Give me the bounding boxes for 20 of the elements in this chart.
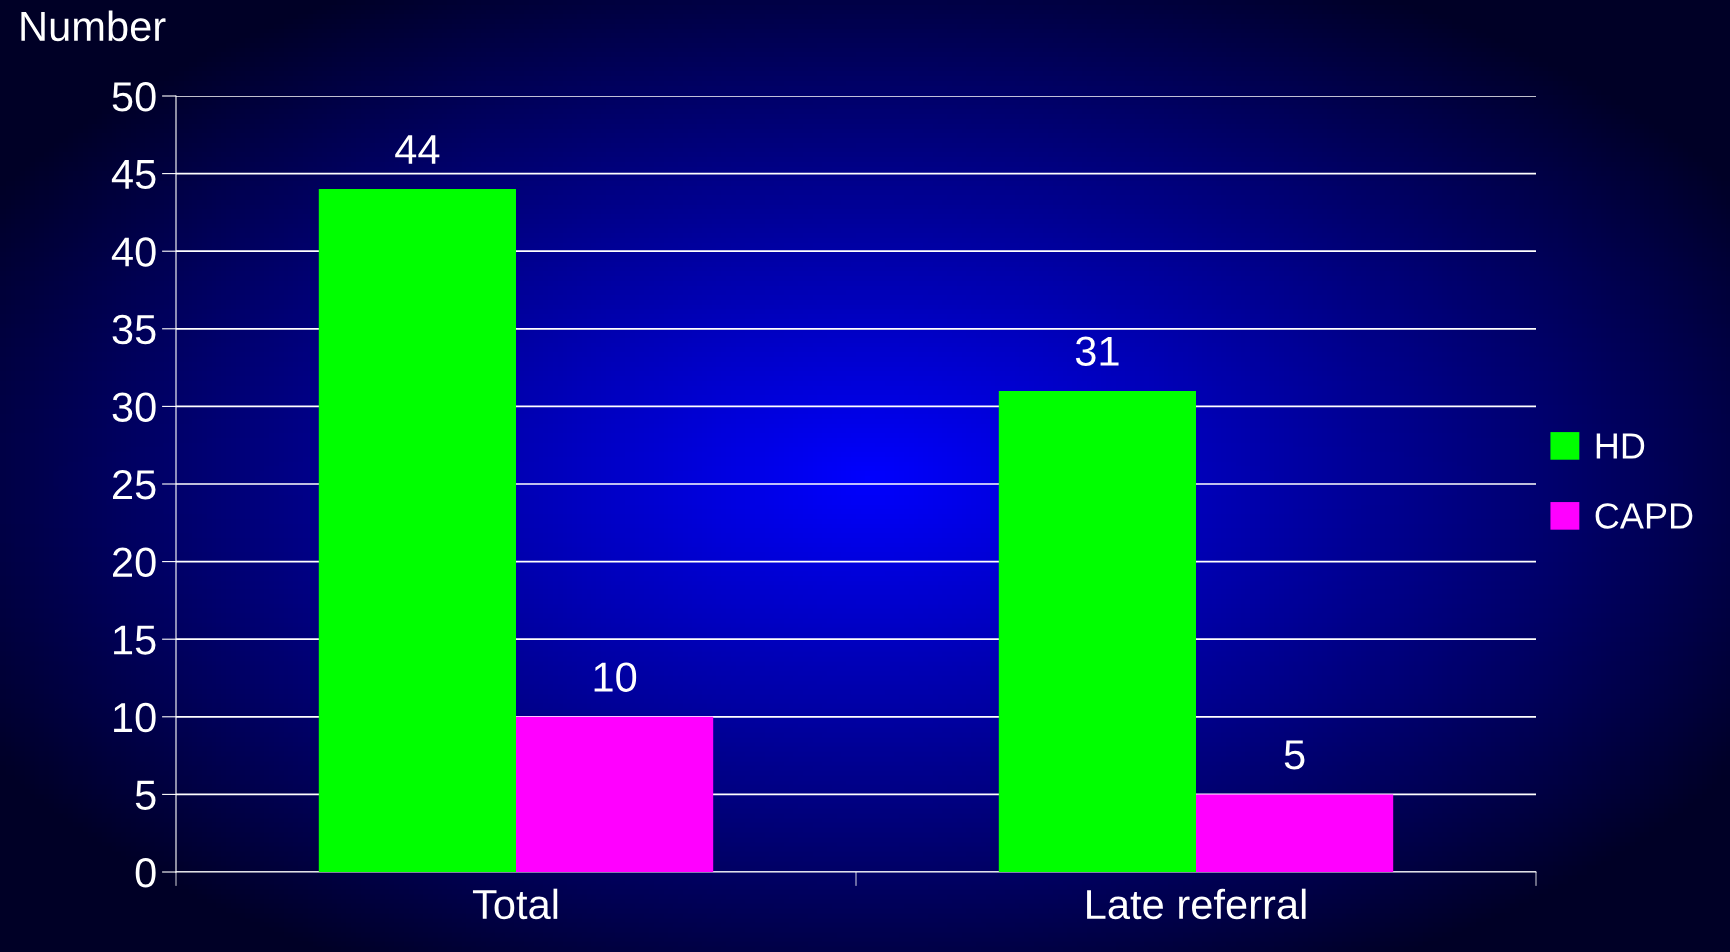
y-tick-label: 40 [111,237,156,267]
data-label: 10 [594,662,637,692]
y-tick-label: 5 [135,780,156,810]
x-tick-label: Total [472,888,558,920]
y-tick-label: 25 [113,470,156,500]
y-tick-label: 30 [112,392,156,422]
y-tick-label: 50 [112,82,156,112]
y-tick-label: 0 [135,858,156,888]
data-label: 5 [1284,740,1305,770]
y-axis-title: Number [21,10,166,42]
y-tick-label: 20 [113,547,156,578]
data-label: 44 [395,135,440,164]
data-label: 31 [1075,336,1119,366]
y-tick-label: 10 [114,702,156,733]
y-tick-label: 45 [111,160,156,190]
y-tick-label: 15 [114,625,156,655]
x-tick-label: Late referral [1087,888,1306,920]
legend-label: HD [1596,433,1645,459]
y-tick-label: 35 [112,314,156,345]
legend-label: CAPD [1595,503,1693,529]
